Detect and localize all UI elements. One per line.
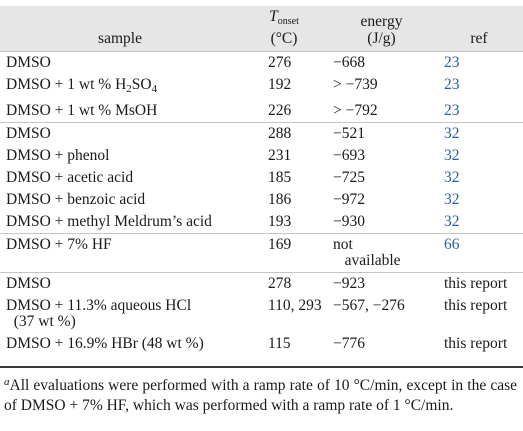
table-row: DMSO + methyl Meldrum’s acid 193 −930 32 [0,211,523,234]
cell-energy: > −792 [333,102,378,119]
cell-ref-link[interactable]: 23 [444,76,460,93]
cell-tonset: 278 [240,272,328,295]
footnote-marker: a [4,376,10,388]
table-row: DMSO 276 −668 23 [0,51,523,74]
tonset-unit: (°C) [270,30,298,47]
cell-energy: −521 [328,122,435,145]
table-row: DMSO + 11.3% aqueous HCl (37 wt %) 110, … [0,295,523,333]
table-row: DMSO + 1 wt % MsOH 226 > −792 23 [0,100,523,123]
table-body: DMSO 276 −668 23 DMSO + 1 wt % H2SO4 192… [0,51,523,356]
cell-ref-link[interactable]: 32 [444,147,460,164]
cell-tonset: 186 [268,191,292,208]
cell-sample: DMSO + benzoic acid [6,191,146,208]
header-energy: energy (J/g) [328,6,435,52]
sample-text: SO [131,76,152,93]
cell-tonset: 226 [268,102,292,119]
cell-sample: DMSO [0,51,240,74]
cell-sample: DMSO + 1 wt % MsOH [6,102,158,119]
cell-energy: > −739 [333,76,378,93]
cell-sample: DMSO + 7% HF [0,233,240,273]
table-row: DMSO + 1 wt % H2SO4 192 > −739 23 [0,74,523,100]
cell-ref-link[interactable]: 32 [444,213,460,230]
cell-energy: −693 [333,147,365,164]
cell-sample: DMSO + 16.9% HBr (48 wt %) [6,335,204,352]
cell-energy: −567, −276 [333,297,405,314]
data-table: sample Tonset (°C) energy (J/g) ref DMSO… [0,6,523,355]
cell-energy: not available [328,233,435,273]
cell-energy: −776 [333,335,365,352]
subscript: 2 [126,83,132,95]
cell-tonset: 231 [268,147,292,164]
energy-unit: (J/g) [367,30,396,47]
table-row: DMSO 278 −923 this report [0,272,523,295]
sample-text: DMSO + 1 wt % H [6,76,127,93]
cell-sample: DMSO + acetic acid [6,169,134,186]
energy-text: not [333,236,353,253]
cell-tonset: 276 [240,51,328,74]
cell-ref: this report [444,297,508,314]
cell-energy: −972 [333,191,365,208]
cell-ref: this report [435,272,523,295]
cell-sample: DMSO + methyl Meldrum’s acid [6,213,212,230]
cell-sample: DMSO + 11.3% aqueous HCl (37 wt %) [0,295,240,333]
table-row: DMSO + benzoic acid 186 −972 32 [0,189,523,211]
table-footnote: aAll evaluations were performed with a r… [0,366,523,416]
cell-tonset: 185 [268,169,292,186]
cell-ref-link[interactable]: 23 [435,51,523,74]
table-header: sample Tonset (°C) energy (J/g) ref [0,6,523,52]
cell-tonset: 169 [240,233,328,273]
cell-tonset: 193 [268,213,292,230]
header-row: sample Tonset (°C) energy (J/g) ref [0,6,523,52]
cell-ref-link[interactable]: 66 [435,233,523,273]
cell-tonset: 115 [268,335,291,352]
cell-sample: DMSO [0,122,240,145]
subscript: 4 [151,83,158,95]
tonset-symbol: T [269,8,278,25]
cell-tonset: 192 [268,76,292,93]
header-tonset: Tonset (°C) [240,6,328,52]
cell-energy: −923 [328,272,435,295]
cell-sample: DMSO [0,272,240,295]
energy-label: energy [360,13,403,30]
cell-tonset: 110, 293 [268,297,322,314]
header-sample: sample [0,6,240,52]
footnote-text: All evaluations were performed with a ra… [4,377,517,414]
cell-energy: −725 [333,169,365,186]
table-row: DMSO + 7% HF 169 not available 66 [0,233,523,273]
cell-energy: −930 [333,213,365,230]
table-row: DMSO 288 −521 32 [0,122,523,145]
sample-text: DMSO + 11.3% aqueous HCl [6,297,192,314]
sample-text: (37 wt %) [13,313,76,330]
cell-ref-link[interactable]: 32 [435,122,523,145]
energy-text: available [344,252,401,269]
table-row: DMSO + acetic acid 185 −725 32 [0,167,523,189]
cell-sample: DMSO + 1 wt % H2SO4 [0,74,240,100]
cell-ref-link[interactable]: 23 [444,102,460,119]
header-ref: ref [435,6,523,52]
cell-energy: −668 [328,51,435,74]
cell-tonset: 288 [240,122,328,145]
cell-ref: this report [444,335,508,352]
tonset-subscript: onset [277,16,299,27]
cell-ref-link[interactable]: 32 [444,191,460,208]
table-row: DMSO + 16.9% HBr (48 wt %) 115 −776 this… [0,333,523,355]
cell-ref-link[interactable]: 32 [444,169,460,186]
table-row: DMSO + phenol 231 −693 32 [0,145,523,167]
cell-sample: DMSO + phenol [6,147,110,164]
